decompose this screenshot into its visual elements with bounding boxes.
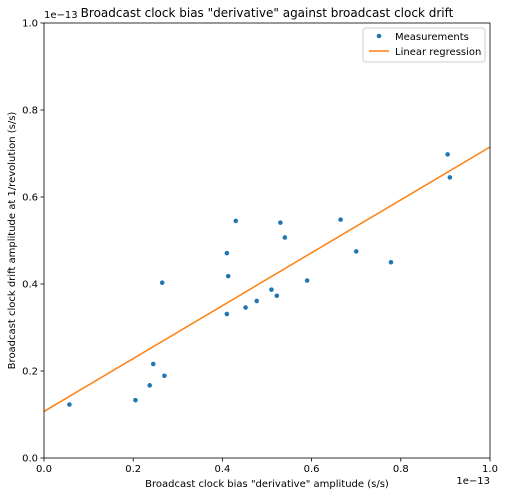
y-tick-label: 0.0 xyxy=(22,454,38,465)
chart-title: Broadcast clock bias "derivative" agains… xyxy=(81,6,454,20)
y-axis-title: Broadcast clock drift amplitude at 1/rev… xyxy=(7,112,18,370)
measurement-point xyxy=(225,273,231,279)
measurement-point xyxy=(147,383,153,388)
y-tick-label: 0.2 xyxy=(22,367,38,378)
measurement-point xyxy=(338,217,343,222)
x-tick-label: 0.0 xyxy=(36,464,52,475)
x-tick-label: 0.4 xyxy=(214,464,230,475)
measurement-point xyxy=(304,278,310,283)
x-tick-label: 0.2 xyxy=(125,464,141,475)
plot-area xyxy=(44,23,490,458)
y-tick-label: 1.0 xyxy=(22,19,38,30)
measurement-point xyxy=(274,293,280,299)
measurement-point xyxy=(224,250,230,256)
measurement-point xyxy=(254,298,260,304)
measurement-point xyxy=(353,249,359,254)
measurement-point xyxy=(162,373,167,379)
legend: Measurements Linear regression xyxy=(362,27,486,63)
measurement-point xyxy=(388,259,394,265)
x-tick-label: 0.6 xyxy=(304,464,320,475)
plot-frame xyxy=(43,22,491,459)
x-offset-label: 1e−13 xyxy=(456,476,490,487)
measurement-point xyxy=(67,402,72,407)
measurement-point xyxy=(269,287,274,292)
x-tick-label: 0.8 xyxy=(393,464,409,475)
legend-marker-measurements xyxy=(376,33,382,39)
measurement-point xyxy=(224,311,230,317)
measurement-point xyxy=(150,361,156,367)
x-tick-label: 1.0 xyxy=(482,464,498,475)
measurement-point xyxy=(233,218,239,224)
y-axis-ticks: 0.0 0.2 0.4 0.6 0.8 1.0 xyxy=(22,19,44,465)
y-tick-label: 0.6 xyxy=(22,193,38,204)
legend-box xyxy=(362,27,486,63)
series-layer xyxy=(43,146,491,413)
y-tick-label: 0.8 xyxy=(22,106,38,117)
x-axis-ticks: 0.0 0.2 0.4 0.6 0.8 1.0 xyxy=(36,458,498,475)
measurement-point xyxy=(278,220,283,225)
regression-line xyxy=(43,146,491,413)
measurement-point xyxy=(447,175,453,180)
legend-label-measurements: Measurements xyxy=(395,32,469,43)
measurement-point xyxy=(445,152,450,157)
y-offset-label: 1e−13 xyxy=(44,10,78,21)
measurement-point xyxy=(243,305,248,310)
y-tick-label: 0.4 xyxy=(22,280,38,291)
x-axis-title: Broadcast clock bias "derivative" amplit… xyxy=(145,479,389,490)
measurement-point xyxy=(159,280,165,285)
measurement-point xyxy=(133,397,138,403)
legend-label-regression: Linear regression xyxy=(395,47,481,58)
measurement-point xyxy=(282,235,288,240)
